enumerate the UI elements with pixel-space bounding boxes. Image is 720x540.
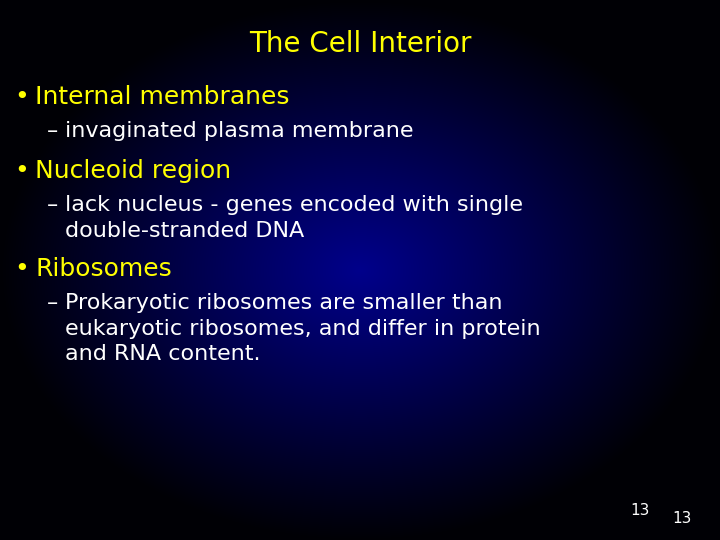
Text: •: • bbox=[14, 257, 30, 281]
Text: Internal membranes: Internal membranes bbox=[35, 85, 289, 109]
Text: •: • bbox=[14, 159, 30, 183]
Text: –: – bbox=[46, 293, 58, 313]
Text: •: • bbox=[14, 85, 30, 109]
Text: Ribosomes: Ribosomes bbox=[35, 257, 172, 281]
Text: invaginated plasma membrane: invaginated plasma membrane bbox=[65, 121, 413, 141]
Text: 13: 13 bbox=[672, 511, 691, 526]
Text: Prokaryotic ribosomes are smaller than
eukaryotic ribosomes, and differ in prote: Prokaryotic ribosomes are smaller than e… bbox=[65, 293, 541, 364]
Text: The Cell Interior: The Cell Interior bbox=[248, 30, 472, 58]
Text: Nucleoid region: Nucleoid region bbox=[35, 159, 231, 183]
Text: –: – bbox=[46, 121, 58, 141]
Text: lack nucleus - genes encoded with single
double-stranded DNA: lack nucleus - genes encoded with single… bbox=[65, 195, 523, 241]
Text: –: – bbox=[46, 195, 58, 215]
Text: 13: 13 bbox=[630, 503, 649, 518]
